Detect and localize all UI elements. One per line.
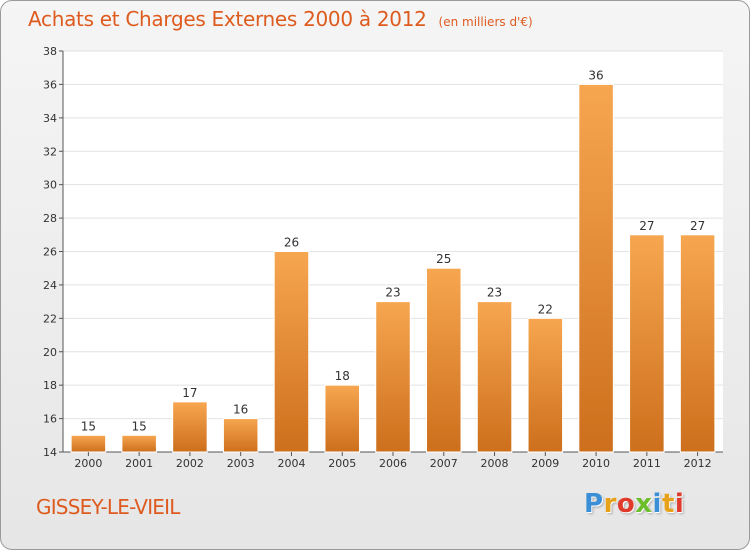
x-tick-label: 2011 xyxy=(633,457,661,470)
y-tick-label: 28 xyxy=(43,212,57,225)
bar xyxy=(679,234,716,453)
data-label: 16 xyxy=(233,403,248,417)
bar xyxy=(629,234,665,453)
proxiti-logo: Proxiti xyxy=(584,489,684,519)
x-tick-label: 2001 xyxy=(125,457,153,470)
y-tick-label: 24 xyxy=(43,279,57,292)
data-label: 36 xyxy=(588,68,603,82)
y-tick-label: 18 xyxy=(43,379,57,392)
bar xyxy=(222,418,259,453)
x-tick-label: 2007 xyxy=(430,457,458,470)
chart-title: Achats et Charges Externes 2000 à 2012 (e… xyxy=(28,7,533,31)
y-tick-label: 14 xyxy=(43,446,57,459)
y-tick-label: 26 xyxy=(43,246,57,259)
data-label: 18 xyxy=(335,369,350,383)
logo-letter: i xyxy=(674,489,685,519)
data-label: 15 xyxy=(81,419,96,433)
data-label: 17 xyxy=(182,386,197,400)
data-label: 26 xyxy=(284,236,299,250)
bar xyxy=(172,401,208,453)
x-tick-label: 2004 xyxy=(277,457,305,470)
chart-title-text: Achats et Charges Externes 2000 à 2012 xyxy=(28,7,427,31)
logo-letter: o xyxy=(616,489,636,519)
commune-name: GISSEY-LE-VIEIL xyxy=(36,495,180,519)
x-tick-label: 2003 xyxy=(227,457,255,470)
logo-letter: P xyxy=(584,489,604,519)
x-tick-label: 2002 xyxy=(176,457,204,470)
bar xyxy=(426,267,462,453)
y-tick-label: 32 xyxy=(43,145,57,158)
y-tick-label: 16 xyxy=(43,413,57,426)
bar xyxy=(324,384,360,453)
data-label: 15 xyxy=(132,419,147,433)
y-tick-label: 30 xyxy=(43,179,57,192)
x-tick-label: 2009 xyxy=(531,457,559,470)
x-tick-label: 2006 xyxy=(379,457,407,470)
y-tick-label: 34 xyxy=(43,112,57,125)
bar xyxy=(70,434,107,453)
data-label: 23 xyxy=(487,286,502,300)
bar xyxy=(527,317,564,453)
x-tick-label: 2010 xyxy=(582,457,610,470)
logo-letter: x xyxy=(635,489,653,519)
data-label: 22 xyxy=(538,302,553,316)
y-tick-label: 38 xyxy=(43,45,57,58)
y-tick-label: 36 xyxy=(43,78,57,91)
x-tick-label: 2008 xyxy=(481,457,509,470)
y-tick-label: 20 xyxy=(43,346,57,359)
y-tick-label: 22 xyxy=(43,312,57,325)
data-label: 27 xyxy=(690,219,705,233)
bar xyxy=(578,83,614,453)
chart-subtitle: (en milliers d'€) xyxy=(438,15,533,29)
logo-letter: i xyxy=(652,489,662,519)
data-label: 27 xyxy=(639,219,654,233)
bar xyxy=(375,301,411,453)
bar xyxy=(121,434,157,453)
x-tick-label: 2005 xyxy=(328,457,356,470)
bar xyxy=(476,301,513,453)
x-tick-label: 2000 xyxy=(74,457,102,470)
logo-letter: r xyxy=(603,489,617,519)
data-label: 23 xyxy=(385,286,400,300)
x-tick-label: 2012 xyxy=(684,457,712,470)
logo-letter: t xyxy=(661,489,675,519)
bar xyxy=(273,251,310,453)
data-label: 25 xyxy=(436,252,451,266)
